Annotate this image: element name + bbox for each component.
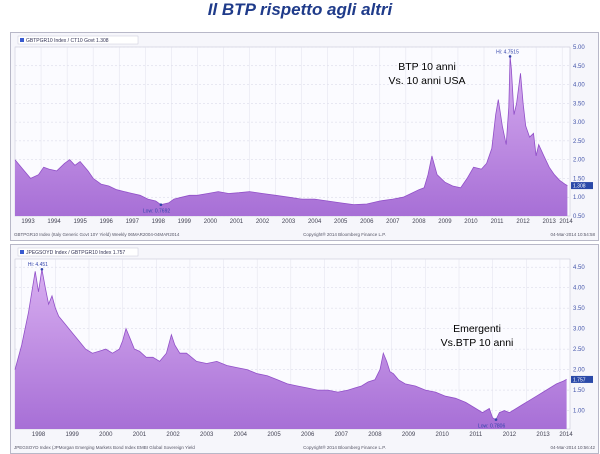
x-tick-label: 2008 xyxy=(412,219,426,225)
x-tick-label: 2007 xyxy=(386,219,400,225)
annotation-line-1: Emergenti xyxy=(453,323,501,335)
x-tick-label: 1994 xyxy=(47,219,61,225)
low-label: Low: 0.7692 xyxy=(143,209,170,215)
x-tick-label: 2013 xyxy=(542,219,556,225)
y-tick-label: 0.50 xyxy=(573,214,585,220)
x-tick-label: 2009 xyxy=(402,432,416,438)
x-tick-label: 2012 xyxy=(503,432,517,438)
x-tick-label: 2002 xyxy=(166,432,180,438)
legend-label: JPEGSOYD Index / GBTPGR10 Index 1.757 xyxy=(26,250,125,256)
x-tick-label: 1997 xyxy=(126,219,140,225)
y-tick-label: 2.50 xyxy=(573,139,585,145)
legend-box xyxy=(17,35,139,45)
x-tick-label: 2009 xyxy=(438,219,452,225)
x-tick-label: 1995 xyxy=(73,219,87,225)
legend-swatch xyxy=(20,38,24,42)
footer-right: 04-Mar-2014 10:56:42 xyxy=(550,445,595,450)
x-tick-label: 2003 xyxy=(200,432,214,438)
x-tick-label: 2011 xyxy=(491,219,505,225)
x-tick-label: 2013 xyxy=(536,432,550,438)
low-marker xyxy=(494,418,498,421)
x-tick-label: 2005 xyxy=(334,219,348,225)
x-tick-label: 2004 xyxy=(308,219,322,225)
footer-center: Copyright® 2014 Bloomberg Finance L.P. xyxy=(303,444,386,450)
x-tick-label: 2002 xyxy=(256,219,270,225)
y-tick-label: 2.00 xyxy=(573,368,585,374)
y-tick-label: 3.00 xyxy=(573,327,585,333)
bloomberg-chart-btp-vs-us: 0.50 1.00 1.50 2.00 2.50 3.00 3.50 4.00 4.50 5.00… xyxy=(10,32,599,241)
y-tick-label: 1.00 xyxy=(573,409,585,415)
x-tick-label: 2010 xyxy=(464,219,478,225)
x-tick-label: 2005 xyxy=(267,432,281,438)
footer-center: Copyright® 2014 Bloomberg Finance L.P. xyxy=(303,231,386,237)
footer-left: GBTPGR10 Index (Italy Generic Govt 10Y Y… xyxy=(14,232,180,237)
x-tick-label: 2010 xyxy=(436,432,450,438)
x-tick-label: 1998 xyxy=(152,219,166,225)
y-tick-label: 2.50 xyxy=(573,347,585,353)
legend-label: GBTPGR10 Index / CT10 Govt 1.308 xyxy=(26,38,109,44)
x-tick-label: 2001 xyxy=(133,432,147,438)
x-tick-label: 2008 xyxy=(368,432,382,438)
annotation-line-2: Vs. 10 anni USA xyxy=(388,75,465,87)
x-tick-label: 2014 xyxy=(559,432,573,438)
page-title: Il BTP rispetto agli altri xyxy=(207,0,393,19)
footer-right: 04-Mar-2014 10:54:58 xyxy=(550,232,595,237)
last-value-label: 1.308 xyxy=(573,184,586,190)
series-area xyxy=(15,269,567,429)
y-tick-label: 1.50 xyxy=(573,388,585,394)
x-tick-label: 2003 xyxy=(282,219,296,225)
last-value-label: 1.757 xyxy=(573,377,586,383)
x-tick-label: 2007 xyxy=(335,432,349,438)
y-tick-label: 4.00 xyxy=(573,83,585,89)
y-tick-label: 4.50 xyxy=(573,64,585,70)
low-marker xyxy=(159,203,163,207)
x-tick-label: 1993 xyxy=(21,219,35,225)
x-tick-label: 2014 xyxy=(559,219,573,225)
x-tick-label: 1998 xyxy=(32,432,46,438)
x-tick-label: 2004 xyxy=(234,432,248,438)
x-tick-label: 1996 xyxy=(100,219,114,225)
last-value-box xyxy=(571,182,593,190)
x-tick-label: 2011 xyxy=(469,432,483,438)
bloomberg-chart-em-vs-btp: 1.00 1.50 2.00 2.50 3.00 3.50 4.00 4.50 1998 1999… xyxy=(10,244,599,454)
legend-swatch xyxy=(20,250,24,254)
series-line xyxy=(14,56,568,206)
annotation-line-2: Vs.BTP 10 anni xyxy=(441,337,514,349)
y-tick-label: 3.50 xyxy=(573,101,585,107)
x-tick-label: 1999 xyxy=(66,432,80,438)
low-label: Low: 0.7806 xyxy=(478,424,505,430)
chart-svg-btp-vs-us: 0.50 1.00 1.50 2.00 2.50 3.00 3.50 4.00 4.50 5.00… xyxy=(14,35,595,237)
x-tick-label: 2001 xyxy=(230,219,244,225)
x-tick-label: 1999 xyxy=(178,219,192,225)
series-area xyxy=(15,56,568,217)
y-tick-label: 4.50 xyxy=(573,265,585,271)
chart-svg-em-vs-btp: 1.00 1.50 2.00 2.50 3.00 3.50 4.00 4.50 1998 1999… xyxy=(14,247,595,450)
high-label: Hi: 4.7515 xyxy=(496,49,519,55)
footer-left: JPEGSOYD Index (JPMorgan Emerging Market… xyxy=(14,445,195,450)
legend-box xyxy=(17,247,139,257)
y-tick-label: 4.00 xyxy=(573,286,585,292)
last-value-box xyxy=(571,375,593,383)
y-tick-label: 1.50 xyxy=(573,176,585,182)
annotation-line-1: BTP 10 anni xyxy=(398,61,456,73)
high-marker xyxy=(508,55,512,58)
y-tick-label: 5.00 xyxy=(573,45,585,51)
x-tick-label: 2000 xyxy=(99,432,113,438)
x-tick-label: 2000 xyxy=(204,219,218,225)
x-tick-label: 2006 xyxy=(301,432,315,438)
x-tick-label: 2006 xyxy=(360,219,374,225)
high-marker xyxy=(40,267,44,271)
y-tick-label: 2.00 xyxy=(573,158,585,164)
y-tick-label: 3.00 xyxy=(573,120,585,126)
y-tick-label: 1.00 xyxy=(573,195,585,201)
high-label: Hi: 4.451 xyxy=(28,262,48,268)
y-tick-label: 3.50 xyxy=(573,306,585,312)
x-tick-label: 2012 xyxy=(516,219,530,225)
series-line xyxy=(14,269,567,421)
